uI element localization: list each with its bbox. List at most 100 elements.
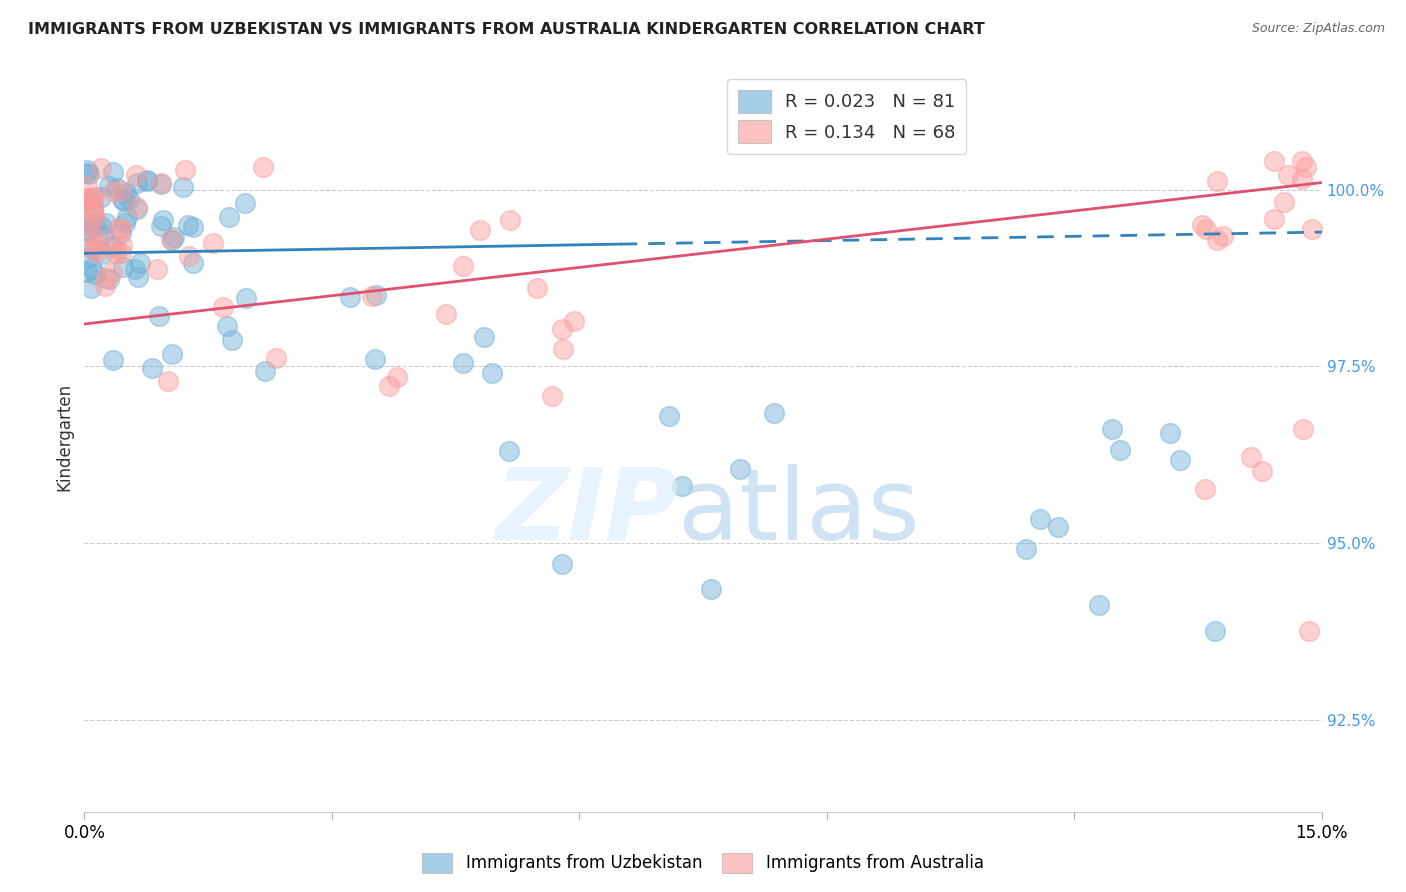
Point [98, 178, 121, 193]
Point [100, 239, 122, 253]
Point [125, 168, 148, 182]
Point [1272, 195, 1295, 210]
Point [671, 479, 693, 493]
Point [550, 557, 572, 571]
Point [80, 281, 103, 295]
Point [124, 262, 146, 277]
Point [235, 291, 257, 305]
Point [498, 444, 520, 458]
Point [1046, 520, 1069, 534]
Point [378, 379, 401, 393]
Point [136, 173, 159, 187]
Point [553, 342, 575, 356]
Point [172, 180, 194, 194]
Point [1205, 174, 1227, 188]
Point [110, 226, 132, 240]
Point [94, 278, 117, 293]
Point [215, 319, 238, 334]
Point [110, 245, 132, 260]
Point [84, 237, 107, 252]
Point [339, 290, 361, 304]
Point [76, 227, 98, 241]
Point [762, 406, 785, 420]
Point [149, 219, 172, 234]
Point [76, 179, 98, 194]
Point [110, 221, 132, 235]
Point [90, 246, 112, 260]
Point [218, 210, 240, 224]
Point [127, 202, 149, 216]
Text: IMMIGRANTS FROM UZBEKISTAN VS IMMIGRANTS FROM AUSTRALIA KINDERGARTEN CORRELATION: IMMIGRANTS FROM UZBEKISTAN VS IMMIGRANTS… [28, 22, 984, 37]
Point [97, 272, 120, 286]
Point [364, 352, 387, 367]
Point [160, 232, 183, 246]
Point [254, 364, 277, 378]
Point [1291, 154, 1313, 169]
Point [181, 219, 204, 234]
Point [163, 230, 186, 244]
Point [526, 280, 548, 294]
Point [89, 232, 111, 246]
Point [152, 213, 174, 227]
Point [1194, 221, 1216, 235]
Point [233, 196, 256, 211]
Point [129, 256, 152, 270]
Point [103, 165, 125, 179]
Point [90, 161, 112, 176]
Point [361, 288, 384, 302]
Point [1298, 624, 1320, 639]
Point [111, 192, 134, 206]
Point [481, 366, 503, 380]
Point [1194, 483, 1216, 497]
Text: Source: ZipAtlas.com: Source: ZipAtlas.com [1251, 22, 1385, 36]
Point [1204, 624, 1226, 639]
Point [111, 238, 134, 252]
Point [76, 194, 98, 208]
Point [658, 409, 681, 423]
Point [96, 216, 118, 230]
Point [1292, 422, 1315, 436]
Point [136, 174, 159, 188]
Point [82, 189, 104, 203]
Point [77, 218, 100, 232]
Point [83, 191, 105, 205]
Point [498, 212, 520, 227]
Point [160, 347, 183, 361]
Point [1168, 452, 1191, 467]
Point [83, 267, 105, 281]
Point [101, 353, 124, 368]
Point [76, 224, 98, 238]
Point [79, 239, 101, 253]
Point [551, 322, 574, 336]
Point [1212, 228, 1234, 243]
Point [211, 301, 233, 315]
Point [90, 227, 112, 242]
Point [80, 260, 103, 275]
Point [156, 374, 179, 388]
Point [264, 351, 287, 365]
Point [104, 245, 127, 260]
Point [468, 223, 491, 237]
Point [434, 307, 457, 321]
Point [179, 249, 201, 263]
Point [1205, 233, 1227, 247]
Point [150, 177, 173, 191]
Point [105, 241, 128, 255]
Point [112, 260, 135, 274]
Point [76, 166, 98, 180]
Point [125, 200, 148, 214]
Point [76, 265, 98, 279]
Point [118, 192, 141, 206]
Point [1291, 172, 1313, 186]
Point [1263, 211, 1285, 226]
Point [112, 194, 135, 208]
Point [115, 210, 138, 224]
Point [221, 333, 243, 347]
Point [202, 236, 225, 251]
Text: ZIP: ZIP [495, 464, 678, 560]
Point [83, 243, 105, 257]
Point [101, 184, 124, 198]
Point [177, 218, 200, 232]
Point [1295, 160, 1317, 174]
Point [77, 167, 100, 181]
